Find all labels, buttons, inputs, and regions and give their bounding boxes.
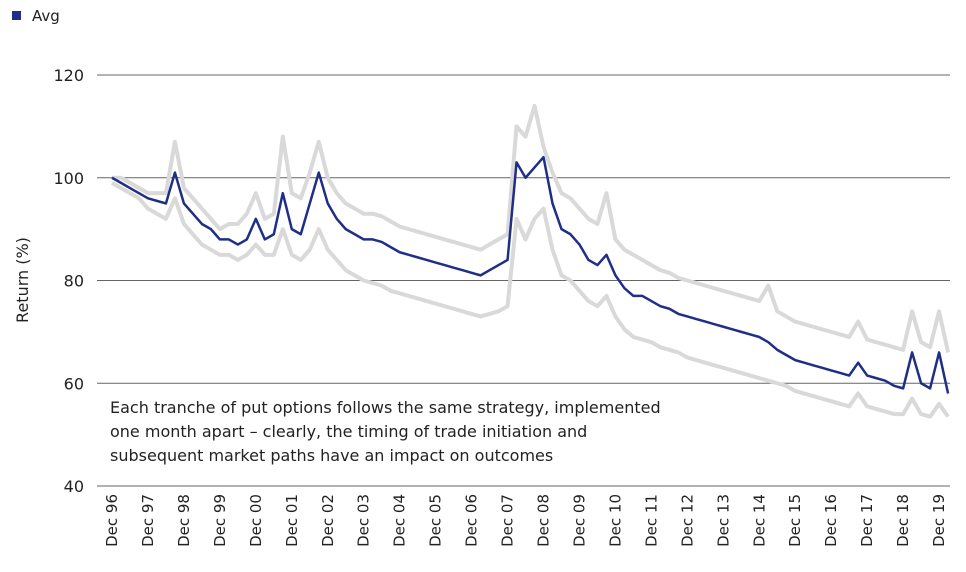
y-axis-label: Return (%) [13,237,32,323]
x-tick-label: Dec 99 [211,494,229,547]
x-tick-label: Dec 07 [499,494,517,547]
x-tick-label: Dec 96 [103,494,121,547]
tranche-line [112,103,951,353]
x-tick-label: Dec 15 [786,494,804,547]
x-tick-label: Dec 12 [678,494,696,547]
x-tick-label: Dec 14 [750,494,768,547]
y-tick-label: 80 [64,272,84,291]
y-tick-label: 120 [53,66,84,85]
legend-swatch [12,11,21,20]
x-tick-label: Dec 11 [642,494,660,547]
avg-line [111,155,950,394]
x-tick-label: Dec 01 [283,494,301,547]
x-tick-label: Dec 97 [139,494,157,547]
annotation: subsequent market paths have an impact o… [110,446,553,465]
x-tick-label: Dec 04 [391,494,409,547]
x-tick-label: Dec 03 [355,494,373,547]
y-tick-label: 60 [64,374,84,393]
x-tick-label: Dec 08 [535,494,553,547]
x-tick-label: Dec 05 [427,494,445,547]
annotation: Each tranche of put options follows the … [110,398,661,417]
x-tick-label: Dec 98 [175,494,193,547]
x-tick-label: Dec 18 [894,494,912,547]
annotation: one month apart – clearly, the timing of… [110,422,587,441]
x-tick-label: Dec 13 [714,494,732,547]
x-tick-label: Dec 19 [930,494,948,547]
tranche-line [111,181,950,419]
legend-label: Avg [32,7,60,25]
x-tick-label: Dec 02 [319,494,337,547]
x-tick-label: Dec 00 [247,494,265,547]
x-tick-label: Dec 10 [606,494,624,547]
y-tick-label: 100 [53,169,84,188]
x-tick-label: Dec 17 [858,494,876,547]
x-tick-label: Dec 09 [570,494,588,547]
x-tick-label: Dec 16 [822,494,840,547]
x-tick-label: Dec 06 [463,494,481,547]
y-tick-label: 40 [64,477,84,496]
